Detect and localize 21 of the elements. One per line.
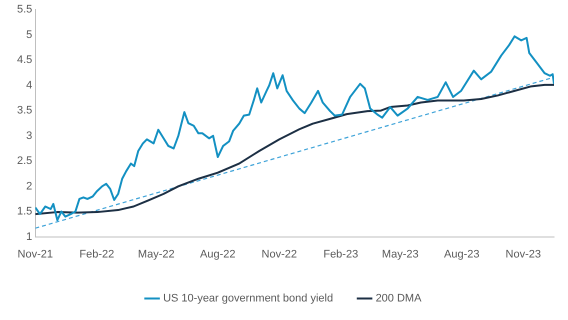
x-tick-label: May-22 <box>138 248 175 260</box>
y-tick-label: 4.5 <box>16 54 32 66</box>
x-tick-label: Aug-23 <box>444 248 480 260</box>
x-tick-label: Feb-22 <box>79 248 114 260</box>
legend-label: US 10-year government bond yield <box>163 292 334 305</box>
legend-label: 200 DMA <box>376 292 422 305</box>
y-tick-label: 5 <box>26 28 32 41</box>
y-tick-label: 5.5 <box>16 4 32 16</box>
y-tick-label: 2.5 <box>16 155 32 168</box>
x-tick-label: May-23 <box>382 248 419 260</box>
x-tick-label: Nov-23 <box>506 248 541 260</box>
x-tick-label: Nov-22 <box>262 248 298 260</box>
y-tick-label: 1.5 <box>16 206 32 218</box>
x-tick-label: Feb-23 <box>323 248 358 260</box>
y-tick-label: 3 <box>26 130 32 142</box>
x-tick-label: Aug-22 <box>200 248 236 260</box>
y-tick-label: 3.5 <box>16 104 32 117</box>
y-tick-label: 4 <box>26 79 32 92</box>
y-tick-label: 1 <box>26 230 32 243</box>
y-tick-label: 2 <box>26 180 32 192</box>
x-tick-label: Nov-21 <box>18 248 54 260</box>
